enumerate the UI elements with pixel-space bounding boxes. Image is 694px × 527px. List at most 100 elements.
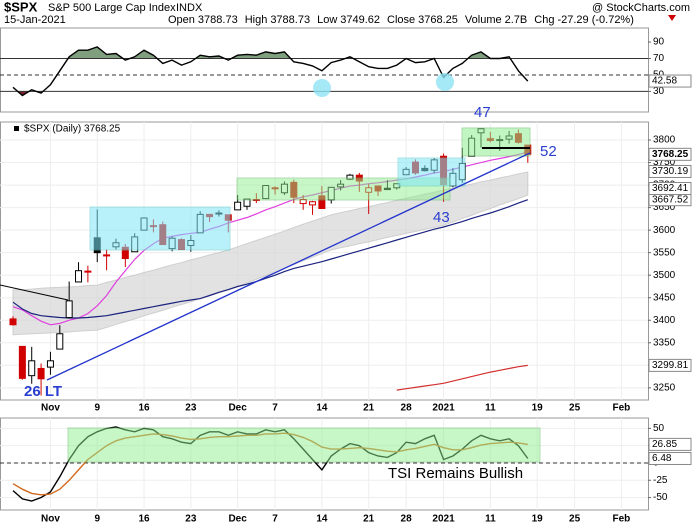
legend-swatch	[14, 126, 19, 131]
x-tick-label: Nov	[41, 403, 60, 414]
y-tick-label: 3800	[653, 135, 676, 146]
legend: $SPX (Daily) 3768.25	[24, 124, 121, 135]
y-tick-label: 3250	[653, 382, 676, 393]
value-tag: 3768.25	[652, 149, 689, 160]
x-tick-label: 11	[485, 514, 496, 525]
x-tick-label: 19	[532, 403, 544, 414]
x-tick-label: 16	[138, 514, 150, 525]
candle-body	[309, 201, 317, 206]
candle-body	[234, 201, 242, 211]
candle-body	[18, 345, 26, 379]
quote-label: Close	[387, 14, 415, 26]
candle-body	[9, 318, 17, 326]
y-tick-label: 30	[653, 86, 665, 97]
quote-value: 3768.25	[418, 14, 458, 26]
y-tick-label: 3350	[653, 337, 676, 348]
quote-value: 2.7B	[505, 14, 528, 26]
down-arrow	[668, 15, 676, 21]
panel-frame	[0, 27, 649, 113]
trend-line	[46, 152, 531, 381]
moving-average	[12, 199, 529, 319]
annotation: TSI Remains Bullish	[388, 465, 523, 482]
x-tick-label: 23	[185, 403, 197, 414]
x-tick-label: 19	[532, 514, 544, 525]
x-tick-label: 25	[569, 514, 581, 525]
x-tick-label: 23	[185, 514, 197, 525]
value-tag: 42.58	[652, 76, 677, 87]
x-tick-label: 7	[272, 514, 278, 525]
annotations: 26 LT 47 43 52 TSI Remains Bullish $SPX …	[0, 73, 557, 482]
index-name: S&P 500 Large Cap Index	[48, 2, 176, 14]
value-tag: 6.48	[652, 453, 672, 464]
x-tick-label: 28	[401, 403, 413, 414]
y-tick-label: 3450	[653, 292, 676, 303]
x-tick-label: 7	[272, 403, 278, 414]
trend-line	[0, 284, 69, 301]
value-tag-box	[648, 147, 692, 161]
annotation: 47	[474, 104, 491, 121]
x-tick-label: Nov	[41, 514, 60, 525]
x-tick-label: 14	[316, 403, 328, 414]
x-tick-label: Feb	[613, 403, 631, 414]
range-box	[236, 177, 451, 201]
annotation: 26 LT	[24, 383, 62, 400]
x-tick-label: 14	[316, 514, 328, 525]
value-tag-box	[648, 164, 692, 178]
annotation: 52	[540, 143, 557, 160]
x-tick-label: 25	[569, 403, 581, 414]
x-tick-label: 28	[401, 514, 413, 525]
x-tick-label: Dec	[228, 403, 247, 414]
exchange: INDX	[176, 2, 203, 14]
quote-label: Low	[317, 14, 337, 26]
band	[12, 171, 529, 336]
value-tag: 26.85	[652, 439, 677, 450]
y-tick-label: 3600	[653, 225, 676, 236]
date: 15-Jan-2021	[4, 14, 66, 26]
credit: @ StockCharts.com	[592, 2, 690, 14]
x-tick-label: 16	[138, 403, 150, 414]
candle-body	[65, 300, 73, 319]
quote-value: 3788.73	[270, 14, 310, 26]
range-box	[89, 206, 231, 251]
candle-body	[103, 254, 111, 257]
y-tick-label: 3550	[653, 247, 676, 258]
x-tick-label: 2021	[432, 403, 455, 414]
value-tag: 3730.19	[652, 166, 689, 177]
range-box	[461, 127, 531, 157]
quote-label: Volume	[465, 14, 502, 26]
y-tick-label: -50	[653, 492, 668, 503]
value-tag: 3299.81	[652, 360, 689, 371]
candle-body	[46, 360, 54, 368]
candle-body	[84, 270, 92, 273]
symbol: $SPX	[4, 0, 38, 14]
moving-average	[396, 364, 528, 391]
x-tick-label: 21	[363, 403, 375, 414]
x-tick-label: 2021	[432, 514, 455, 525]
value-tag-box	[648, 451, 692, 465]
value-tag-box	[648, 74, 692, 88]
quote: Open 3788.73 High 3788.73 Low 3749.62 Close 376…	[168, 14, 634, 26]
candle-body	[75, 270, 83, 283]
value-tag: 3667.52	[652, 194, 689, 205]
quote-value: 3788.73	[198, 14, 238, 26]
quote-value: -27.29 (-0.72%)	[557, 14, 633, 26]
candle-body	[28, 360, 36, 377]
y-tick-label: 3650	[653, 202, 676, 213]
x-tick-label: 11	[485, 403, 496, 414]
x-tick-label: 9	[94, 514, 100, 525]
x-tick-label: 21	[363, 514, 375, 525]
y-tick-label: 3500	[653, 270, 676, 281]
y-tick-label: 90	[653, 37, 665, 48]
value-tag-box	[648, 358, 692, 372]
y-tick-label: 50	[653, 423, 665, 434]
candle-body	[56, 333, 64, 350]
candle-body	[37, 367, 45, 380]
quote-label: High	[245, 14, 268, 26]
y-tick-label: 3400	[653, 315, 676, 326]
quote-value: 3749.62	[340, 14, 380, 26]
annotation: 43	[433, 209, 450, 226]
plot-area: 30 50 70 90 Nov 9 16 23 Dec 7 14 21 28 2021 11 19 25 Feb 3…	[0, 27, 676, 525]
x-tick-label: Dec	[228, 514, 247, 525]
y-tick-label: -25	[653, 475, 668, 486]
